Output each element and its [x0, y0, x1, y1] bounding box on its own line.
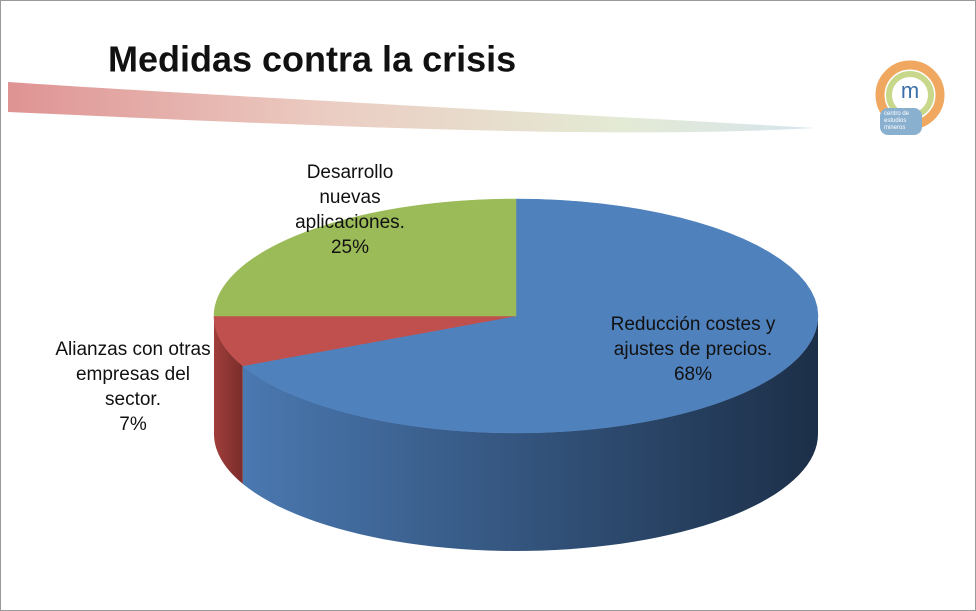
slice-side: [214, 316, 243, 484]
slice: [242, 198, 819, 434]
chart-title: Medidas contra la crisis: [108, 39, 516, 80]
data-label: Desarrollo nuevas aplicaciones. 25%: [283, 160, 418, 260]
slice: [213, 198, 517, 317]
logo: m centro de estudios mineros: [875, 60, 945, 135]
logo-text-box: centro de estudios mineros: [880, 108, 922, 135]
data-label: Reducción costes y ajustes de precios. 68…: [611, 312, 776, 387]
value-label: 7%: [119, 414, 147, 435]
slice: [213, 315, 517, 367]
category-label: Desarrollo nuevas aplicaciones.: [295, 162, 405, 233]
category-label: Reducción costes y ajustes de precios.: [610, 314, 776, 360]
slice-side: [242, 316, 818, 551]
decoration: [8, 82, 815, 133]
logo-letter: m: [901, 78, 919, 103]
data-label: Alianzas con otras empresas del sector. 7…: [53, 337, 213, 437]
category-label: Alianzas con otras empresas del sector.: [55, 339, 211, 410]
value-label: 25%: [330, 237, 370, 258]
value-label: 68%: [673, 364, 713, 385]
logo-text: centro de estudios mineros: [880, 108, 922, 135]
